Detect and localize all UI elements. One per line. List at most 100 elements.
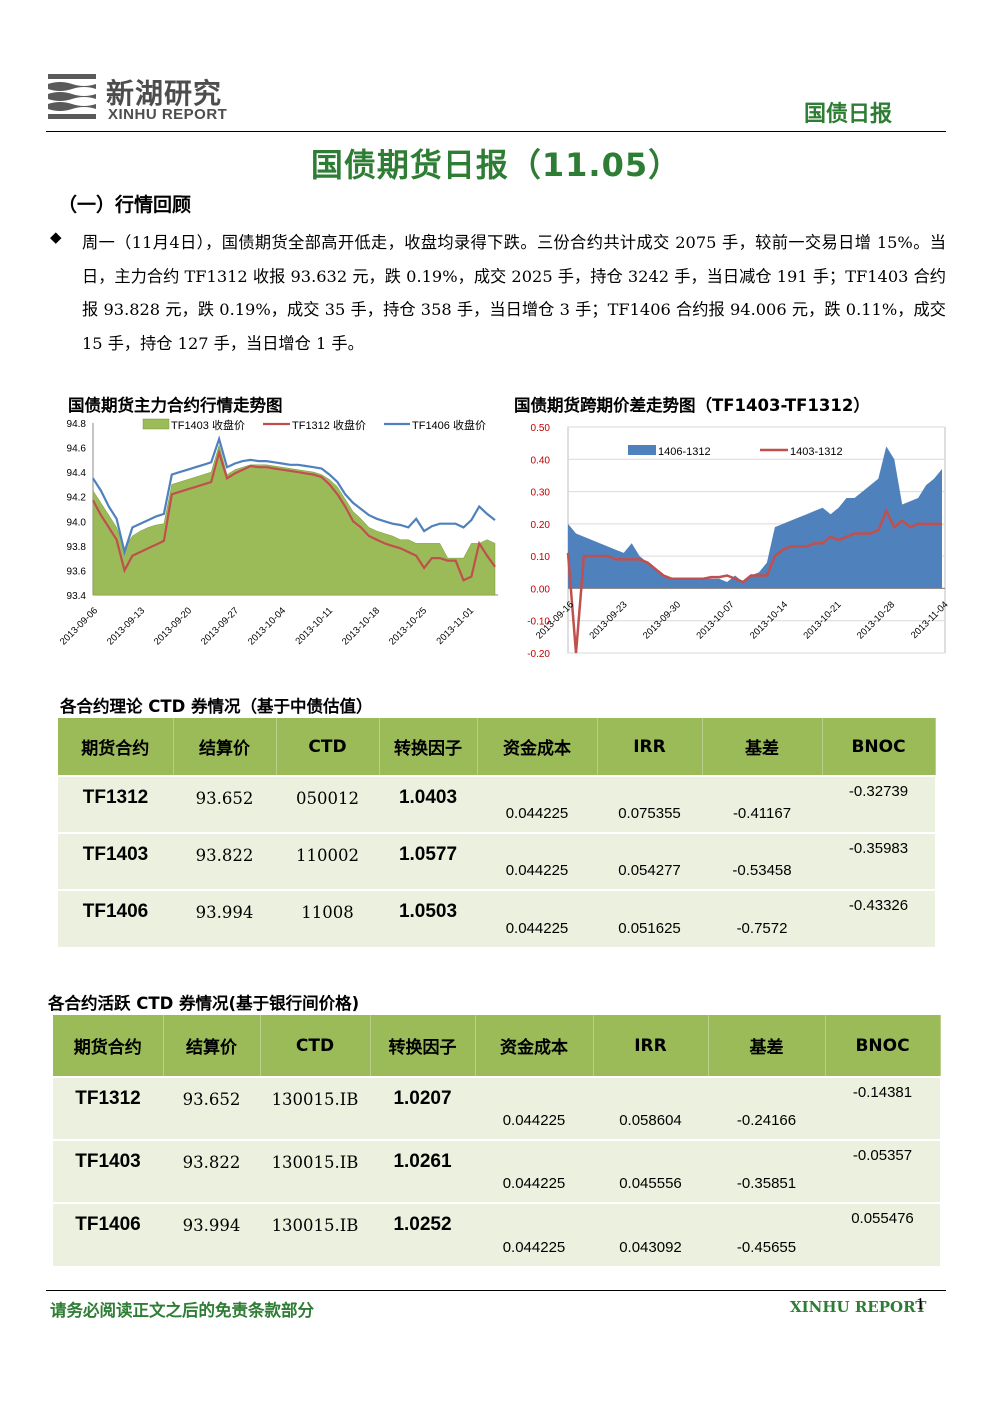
cell-conversion-factor: 1.0403 xyxy=(379,775,477,833)
cell-contract: TF1403 xyxy=(58,832,173,890)
cell-ctd: 11008 xyxy=(276,889,379,947)
table1-title: 各合约理论 CTD 券情况（基于中债估值） xyxy=(60,697,373,716)
table-row: TF1312 93.652 130015.IB 1.0207 0.044225 0.058… xyxy=(53,1076,940,1140)
cell-ctd: 110002 xyxy=(276,832,379,890)
chart1-ytick-label: 93.8 xyxy=(67,542,87,553)
cell-irr: 0.043092 xyxy=(593,1202,708,1266)
table-header-row: 期货合约 结算价 CTD 转换因子 资金成本 IRR 基差 BNOC xyxy=(53,1015,941,1077)
cell-conversion-factor: 1.0261 xyxy=(370,1139,475,1203)
table-row: TF1403 93.822 110002 1.0577 0.044225 0.054277… xyxy=(58,832,935,890)
cell-contract: TF1312 xyxy=(58,775,173,833)
header-divider xyxy=(46,131,946,132)
chart2-ytick-label: -0.10 xyxy=(527,617,550,628)
chart1-xtick-label: 2013-10-18 xyxy=(340,605,382,647)
col-header-bnoc: BNOC xyxy=(825,1015,941,1077)
cell-bnoc: -0.43326 xyxy=(822,889,935,947)
footer-disclaimer: 请务必阅读正文之后的免责条款部分 xyxy=(50,1301,314,1320)
col-header-conversion-factor: 转换因子 xyxy=(370,1015,476,1077)
col-header-contract: 期货合约 xyxy=(58,718,174,776)
cell-contract: TF1312 xyxy=(53,1076,163,1140)
chart1-series-tf1406-line xyxy=(92,435,496,557)
table-row: TF1403 93.822 130015.IB 1.0261 0.044225 0.045… xyxy=(53,1139,940,1203)
chart2-series-1403-1312-line xyxy=(566,507,942,654)
table-row: TF1406 93.994 130015.IB 1.0252 0.044225 0.043… xyxy=(53,1202,940,1266)
chart2-title: 国债期货跨期价差走势图（TF1403-TF1312） xyxy=(514,396,870,415)
cell-irr: 0.054277 xyxy=(597,832,702,890)
cell-conversion-factor: 1.0577 xyxy=(379,832,477,890)
cell-irr: 0.058604 xyxy=(593,1076,708,1140)
chart2-legend: 1406-1312 1403-1312 xyxy=(628,445,843,458)
cell-basis: -0.35851 xyxy=(708,1139,825,1203)
col-header-irr: IRR xyxy=(597,718,703,776)
cell-contract: TF1406 xyxy=(53,1202,163,1266)
cell-funding-cost: 0.044225 xyxy=(477,889,597,947)
legend-label-tf1403: TF1403 收盘价 xyxy=(171,418,245,432)
cell-conversion-factor: 1.0503 xyxy=(379,889,477,947)
col-header-settle-price: 结算价 xyxy=(163,1015,261,1077)
chart2-spread-trend: -0.20-0.100.000.100.200.300.400.50 2013-… xyxy=(527,423,950,660)
col-header-basis: 基差 xyxy=(702,718,823,776)
chart1-xtick-label: 2013-09-13 xyxy=(105,605,147,647)
chart1-legend: TF1403 收盘价 TF1312 收盘价 TF1406 收盘价 xyxy=(142,418,486,432)
chart1-xtick-label: 2013-11-01 xyxy=(434,605,476,647)
chart1-ytick-label: 94.2 xyxy=(67,493,87,504)
chart2-ytick-label: 0.30 xyxy=(531,488,551,499)
cell-contract: TF1403 xyxy=(53,1139,163,1203)
col-header-irr: IRR xyxy=(593,1015,709,1077)
col-header-bnoc: BNOC xyxy=(822,718,936,776)
cell-irr: 0.051625 xyxy=(597,889,702,947)
cell-settle-price: 93.994 xyxy=(173,889,276,947)
chart1-price-trend: 93.4 93.6 93.8 94.0 94.2 94.4 94.6 94.8 2013-09… xyxy=(58,418,498,647)
cell-irr: 0.045556 xyxy=(593,1139,708,1203)
logo-text-cn: 新湖研究 xyxy=(106,77,223,110)
report-type-tag: 国债日报 xyxy=(803,102,892,127)
logo-mark-icon xyxy=(48,74,96,119)
summary-paragraph: 周一（11月4日），国债期货全部高开低走，收盘均录得下跌。三份合约共计成交 20… xyxy=(82,233,946,353)
cell-basis: -0.53458 xyxy=(702,832,822,890)
chart1-series-tf1403-area xyxy=(92,444,496,596)
chart1-xtick-label: 2013-09-06 xyxy=(58,605,100,647)
table-row: TF1406 93.994 11008 1.0503 0.044225 0.051625 -… xyxy=(58,889,935,947)
chart1-xtick-label: 2013-09-27 xyxy=(199,605,241,647)
cell-bnoc: -0.14381 xyxy=(825,1076,940,1140)
cell-settle-price: 93.822 xyxy=(163,1139,260,1203)
col-header-funding-cost: 资金成本 xyxy=(477,718,598,776)
chart1-xtick-label: 2013-10-11 xyxy=(293,605,335,647)
cell-basis: -0.45655 xyxy=(708,1202,825,1266)
cell-ctd: 050012 xyxy=(276,775,379,833)
legend-swatch-1406-1312 xyxy=(628,445,656,455)
cell-funding-cost: 0.044225 xyxy=(475,1202,593,1266)
col-header-ctd: CTD xyxy=(260,1015,371,1077)
chart1-ytick-label: 94.0 xyxy=(67,517,87,528)
cell-conversion-factor: 1.0252 xyxy=(370,1202,475,1266)
chart1-ytick-label: 94.8 xyxy=(67,419,87,430)
col-header-contract: 期货合约 xyxy=(53,1015,164,1077)
chart1-xtick-label: 2013-10-04 xyxy=(246,605,288,647)
col-header-conversion-factor: 转换因子 xyxy=(379,718,478,776)
market-summary: ◆ 周一（11月4日），国债期货全部高开低走，收盘均录得下跌。三份合约共计成交 … xyxy=(50,226,946,360)
col-header-funding-cost: 资金成本 xyxy=(475,1015,594,1077)
section-heading: （一）行情回顾 xyxy=(58,194,192,216)
legend-label-tf1312: TF1312 收盘价 xyxy=(292,418,366,432)
cell-funding-cost: 0.044225 xyxy=(475,1139,593,1203)
chart1-yaxis: 93.4 93.6 93.8 94.0 94.2 94.4 94.6 94.8 xyxy=(67,419,94,602)
chart2-ytick-label: 0.00 xyxy=(531,584,551,595)
col-header-ctd: CTD xyxy=(276,718,380,776)
cell-settle-price: 93.994 xyxy=(163,1202,260,1266)
cell-settle-price: 93.652 xyxy=(173,775,276,833)
cell-bnoc: -0.05357 xyxy=(825,1139,940,1203)
chart2-ytick-label: 0.40 xyxy=(531,455,551,466)
active-ctd-table: 期货合约 结算价 CTD 转换因子 资金成本 IRR 基差 BNOC TF131… xyxy=(53,1015,941,1266)
chart2-ytick-label: 0.50 xyxy=(531,423,551,434)
cell-ctd: 130015.IB xyxy=(260,1202,370,1266)
chart1-ytick-label: 94.6 xyxy=(67,444,87,455)
chart1-xtick-label: 2013-09-20 xyxy=(152,605,194,647)
col-header-basis: 基差 xyxy=(708,1015,826,1077)
chart1-title: 国债期货主力合约行情走势图 xyxy=(68,396,283,415)
cell-ctd: 130015.IB xyxy=(260,1076,370,1140)
legend-label-1403-1312: 1403-1312 xyxy=(790,446,843,458)
theoretical-ctd-table: 期货合约 结算价 CTD 转换因子 资金成本 IRR 基差 BNOC TF131… xyxy=(58,718,936,947)
cell-contract: TF1406 xyxy=(58,889,173,947)
chart2-series-1406-1312-area xyxy=(568,446,942,589)
cell-bnoc: -0.32739 xyxy=(822,775,935,833)
